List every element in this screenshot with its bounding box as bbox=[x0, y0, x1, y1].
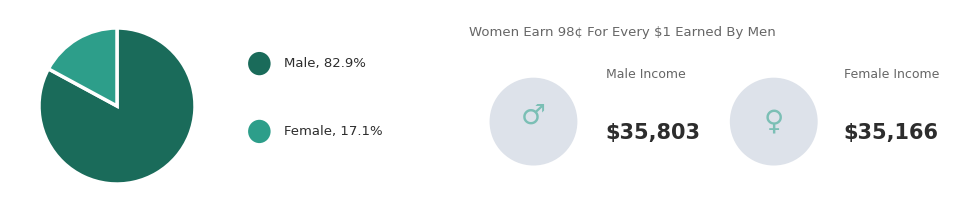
Text: Male Income: Male Income bbox=[605, 68, 685, 81]
Wedge shape bbox=[39, 28, 195, 184]
Text: Female, 17.1%: Female, 17.1% bbox=[284, 125, 382, 138]
Text: ♀: ♀ bbox=[763, 108, 784, 136]
Text: ♂: ♂ bbox=[521, 102, 546, 130]
Text: Women Earn 98¢ For Every $1 Earned By Men: Women Earn 98¢ For Every $1 Earned By Me… bbox=[469, 26, 776, 39]
Ellipse shape bbox=[489, 78, 577, 166]
Circle shape bbox=[248, 52, 271, 75]
Ellipse shape bbox=[730, 78, 818, 166]
Text: Male, 82.9%: Male, 82.9% bbox=[284, 57, 366, 70]
Wedge shape bbox=[49, 28, 117, 106]
Text: Female Income: Female Income bbox=[843, 68, 939, 81]
Text: $35,803: $35,803 bbox=[605, 123, 701, 143]
Circle shape bbox=[248, 120, 271, 143]
Text: $35,166: $35,166 bbox=[843, 123, 939, 143]
